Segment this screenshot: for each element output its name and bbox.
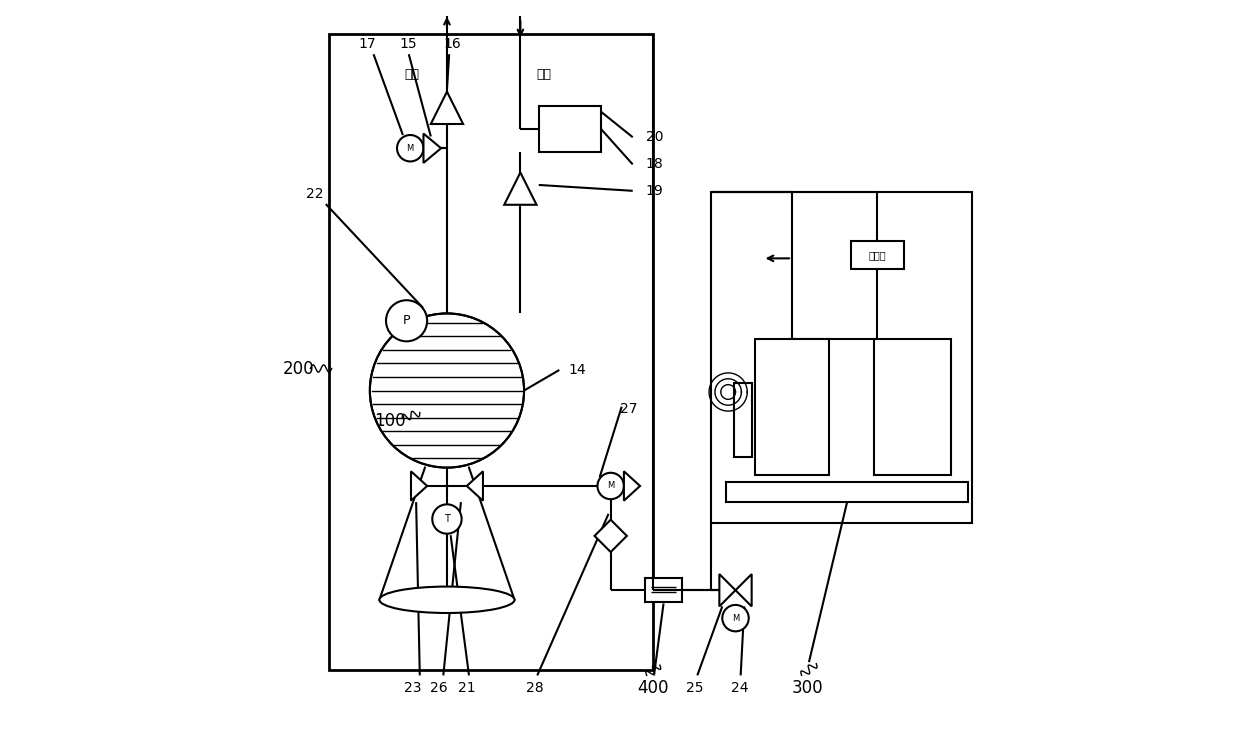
Text: 18: 18 [646,158,664,172]
Text: 27: 27 [620,402,637,416]
Text: 19: 19 [646,184,664,198]
Polygon shape [504,172,536,205]
Text: M: M [732,614,740,623]
Text: 放气: 放气 [404,69,419,81]
Text: 300: 300 [792,679,823,697]
Text: 15: 15 [399,37,416,51]
Text: P: P [403,314,410,327]
Circle shape [370,313,524,467]
Text: 21: 21 [458,681,476,695]
Polygon shape [624,471,641,500]
Bar [330,35,653,669]
Circle shape [432,504,462,534]
Circle shape [597,472,624,499]
Text: 换向阀: 换向阀 [869,251,886,260]
Text: 17: 17 [358,37,375,51]
Bar [711,192,971,523]
Text: 26: 26 [430,681,447,695]
Text: 14: 14 [569,363,586,377]
Polygon shape [595,520,627,552]
Text: 25: 25 [686,681,704,695]
Bar [726,481,968,502]
Ellipse shape [379,587,514,613]
Polygon shape [431,91,463,124]
Text: 22: 22 [306,186,323,200]
Text: 24: 24 [731,681,748,695]
Bar [733,383,752,457]
Text: 16: 16 [444,37,461,51]
Bar [756,339,829,475]
Circle shape [396,135,424,161]
Text: 增压: 增压 [536,69,551,81]
Bar [851,242,903,270]
Text: 23: 23 [404,681,421,695]
Text: 28: 28 [525,681,543,695]
Polygon shape [720,574,736,607]
Bar [539,106,601,152]
Text: 20: 20 [646,130,664,144]
Polygon shape [411,471,427,500]
Text: M: M [406,144,414,153]
Bar [646,579,681,602]
Circle shape [722,605,748,632]
Text: 200: 200 [282,360,315,377]
Circle shape [387,300,427,341]
Text: M: M [607,481,615,491]
Text: 100: 100 [374,413,406,430]
Polygon shape [467,471,483,500]
Text: T: T [444,514,450,524]
Bar [875,339,952,475]
Text: 400: 400 [637,679,668,697]
Polygon shape [736,574,752,607]
Polygon shape [424,133,441,163]
